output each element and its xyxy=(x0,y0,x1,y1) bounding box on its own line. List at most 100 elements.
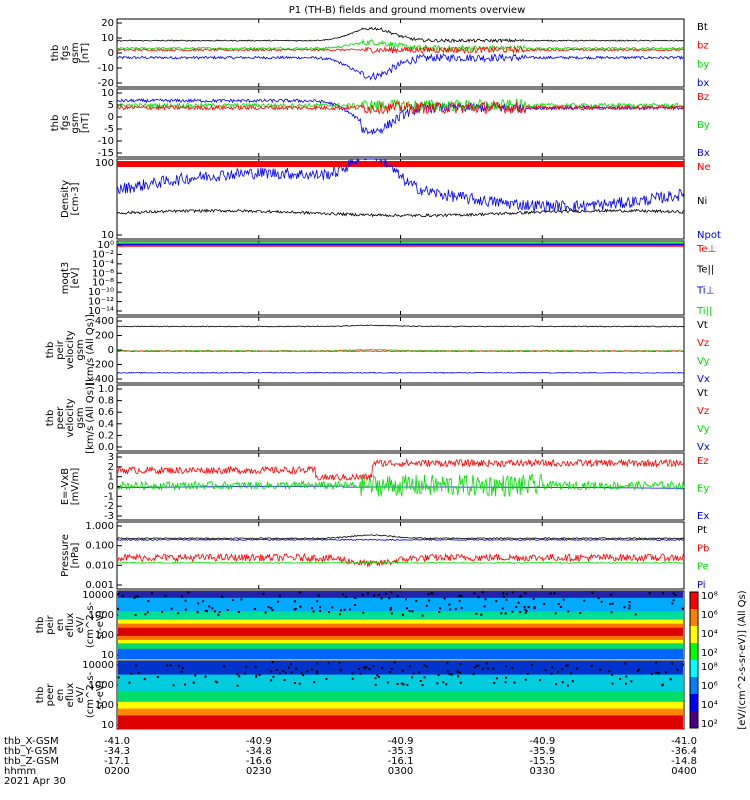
spectrogram-speckle xyxy=(386,681,389,684)
spectrogram-speckle xyxy=(288,666,291,669)
spectrogram-speckle xyxy=(389,671,392,674)
spectrogram-speckle xyxy=(421,684,424,687)
y-axis-label-line: thb xyxy=(50,45,61,62)
spectrogram-speckle xyxy=(477,664,480,667)
spectrogram-speckle xyxy=(459,681,462,684)
spectrogram-speckle xyxy=(505,598,508,601)
spectrogram-speckle xyxy=(400,682,403,685)
y-axis-label-line: peir xyxy=(45,614,56,634)
spectrogram-speckle xyxy=(484,598,487,601)
legend-pb: Pb xyxy=(697,543,709,554)
spectrogram-speckle xyxy=(402,683,405,686)
spectrogram-speckle xyxy=(472,673,475,676)
spectrogram-speckle xyxy=(164,594,167,597)
spectrogram-speckle xyxy=(373,594,376,597)
spectrogram-speckle xyxy=(147,600,150,603)
spectrogram-band xyxy=(118,639,683,644)
spectrogram-speckle xyxy=(636,670,639,673)
spectrogram-speckle xyxy=(430,591,433,594)
spectrogram-speckle xyxy=(361,593,364,596)
legend-pi: Pi xyxy=(697,580,706,591)
spectrogram-speckle xyxy=(486,667,489,670)
spectrogram-speckle xyxy=(146,611,149,614)
y-tick-label: 0.100 xyxy=(85,541,114,552)
spectrogram-speckle xyxy=(438,610,441,613)
y-tick-label: -10 xyxy=(98,136,114,147)
colorbar-label: [eV/(cm^2-s-sr-eV)] (All Qs) xyxy=(737,590,748,729)
spectrogram-speckle xyxy=(570,672,573,675)
y-axis-label-line: en xyxy=(55,619,66,632)
spectrogram-speckle xyxy=(460,595,463,598)
spectrogram-band xyxy=(118,635,683,641)
spectrogram-speckle xyxy=(669,678,672,681)
series-ez xyxy=(116,458,685,482)
spectrogram-speckle xyxy=(313,681,316,684)
spectrogram-speckle xyxy=(196,611,199,614)
spectrogram-speckle xyxy=(436,682,439,685)
y-axis-label-line: velocity xyxy=(65,330,76,369)
spectrogram-speckle xyxy=(543,603,546,606)
spectrogram-speckle xyxy=(505,676,508,679)
spectrogram-speckle xyxy=(161,610,164,613)
spectrogram-speckle xyxy=(278,672,281,675)
spectrogram-speckle xyxy=(454,608,457,611)
spectrogram-speckle xyxy=(354,597,357,600)
y-axis-label-line: [km/s (All Qs)] xyxy=(85,382,96,454)
y-axis-label-line: [nT] xyxy=(80,43,91,63)
x-axis-value: -14.8 xyxy=(671,756,697,767)
y-tick-label: 10 xyxy=(101,720,114,731)
panel-frame xyxy=(116,88,685,158)
legend-ey: Ey xyxy=(697,484,709,495)
series-vt xyxy=(116,324,685,328)
spectrogram-speckle xyxy=(557,602,560,605)
spectrogram-speckle xyxy=(278,594,281,597)
series-bt xyxy=(116,26,685,44)
spectrogram-speckle xyxy=(611,682,614,685)
spectrogram-speckle xyxy=(240,598,243,601)
y-axis-label-line: fgs xyxy=(60,45,71,60)
x-axis-value: -34.3 xyxy=(104,746,130,757)
spectrogram-band xyxy=(118,701,683,710)
x-axis-value: -15.5 xyxy=(529,756,555,767)
spectrogram-speckle xyxy=(599,668,602,671)
spectrogram-speckle xyxy=(427,593,430,596)
spectrogram-speckle xyxy=(339,609,342,612)
spectrogram-speckle xyxy=(554,612,557,615)
spectrogram-speckle xyxy=(681,607,684,610)
spectrogram-speckle xyxy=(255,674,258,677)
panel-pressure: 1.000 0.100 0.010 0.001 Pressure [nPa] Pt Pb Pe P… xyxy=(60,521,709,591)
spectrogram-speckle xyxy=(338,662,341,665)
x-axis-value: -40.9 xyxy=(388,736,414,747)
colorbar-tick: 10⁶ xyxy=(701,681,718,692)
spectrogram-speckle xyxy=(134,614,137,617)
y-axis-label-line: [eV] xyxy=(70,268,81,289)
spectrogram-speckle xyxy=(495,600,498,603)
panel-frame xyxy=(116,384,685,452)
spectrogram-speckle xyxy=(166,664,169,667)
y-tick-label: 1000 xyxy=(89,610,114,621)
spectrogram-speckle xyxy=(655,661,658,664)
spectrogram-band xyxy=(118,643,683,650)
spectrogram-band xyxy=(118,708,683,716)
spectrogram-speckle xyxy=(270,606,273,609)
y-tick-label: 10000 xyxy=(82,660,114,671)
y-tick-label: -1 xyxy=(104,491,114,502)
spectrogram-band xyxy=(118,619,683,625)
spectrogram-speckle xyxy=(443,597,446,600)
legend-vz: Vz xyxy=(697,406,709,417)
spectrogram-speckle xyxy=(390,667,393,670)
spectrogram-speckle xyxy=(459,662,462,665)
spectrogram-speckle xyxy=(566,684,569,687)
legend-npot: Npot xyxy=(697,230,721,241)
y-tick-label: -200 xyxy=(91,360,114,371)
spectrogram-speckle xyxy=(445,683,448,686)
spectrogram-speckle xyxy=(295,667,298,670)
spectrogram-speckle xyxy=(282,670,285,673)
spectrogram-speckle xyxy=(408,610,411,613)
y-tick-label: 10⁻⁶ xyxy=(92,268,114,279)
spectrogram-speckle xyxy=(544,669,547,672)
x-axis-value: 0230 xyxy=(246,766,271,777)
spectrogram-speckle xyxy=(217,613,220,616)
series-pt xyxy=(116,534,685,540)
